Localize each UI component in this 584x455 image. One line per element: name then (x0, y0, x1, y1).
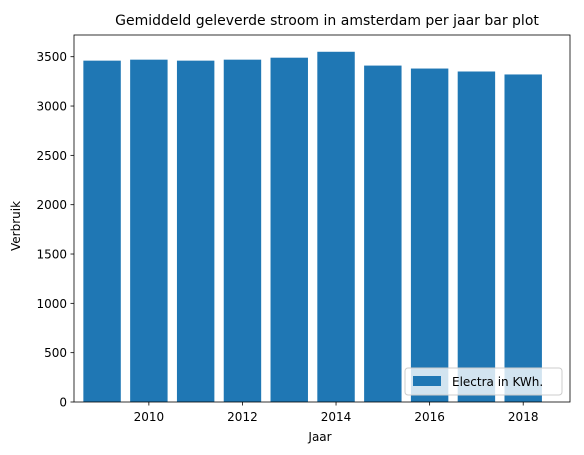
legend: Electra in KWh. (404, 367, 563, 396)
bar-2014 (317, 51, 355, 402)
plot-area (83, 51, 542, 403)
x-axis: 2010 2012 2014 2016 2018 (134, 402, 539, 424)
y-tick-label: 3500 (36, 50, 67, 64)
y-tick-label: 0 (59, 396, 67, 410)
bar-2015 (364, 65, 402, 402)
x-tick-label: 2018 (508, 410, 539, 424)
y-tick-label: 2000 (36, 198, 67, 212)
bar-2011 (176, 60, 215, 402)
bar-2017 (457, 71, 496, 402)
x-tick-label: 2014 (321, 410, 352, 424)
y-tick-label: 500 (44, 346, 67, 360)
legend-box (404, 367, 563, 396)
y-axis: 0 500 1000 1500 2000 2500 3000 3500 (36, 50, 74, 410)
bar-2009 (83, 60, 121, 402)
y-tick-label: 1000 (36, 297, 67, 311)
bar-2010 (130, 59, 168, 403)
y-tick-label: 3000 (36, 100, 67, 114)
axes-frame (73, 34, 571, 403)
legend-label: Electra in KWh. (452, 375, 543, 389)
y-tick-label: 2500 (36, 149, 67, 163)
legend-swatch (413, 376, 441, 386)
bar-2016 (410, 68, 449, 403)
bar-2012 (223, 59, 262, 403)
bar-2018 (504, 74, 542, 402)
y-axis-label: Verbruik (9, 201, 23, 251)
y-tick-label: 1500 (36, 248, 67, 262)
x-tick-label: 2012 (227, 410, 258, 424)
x-tick-label: 2016 (414, 410, 445, 424)
chart-title: Gemiddeld geleverde stroom in amsterdam … (115, 13, 539, 29)
x-tick-label: 2010 (134, 410, 165, 424)
x-axis-label: Jaar (307, 430, 331, 444)
bar-2013 (270, 57, 308, 403)
